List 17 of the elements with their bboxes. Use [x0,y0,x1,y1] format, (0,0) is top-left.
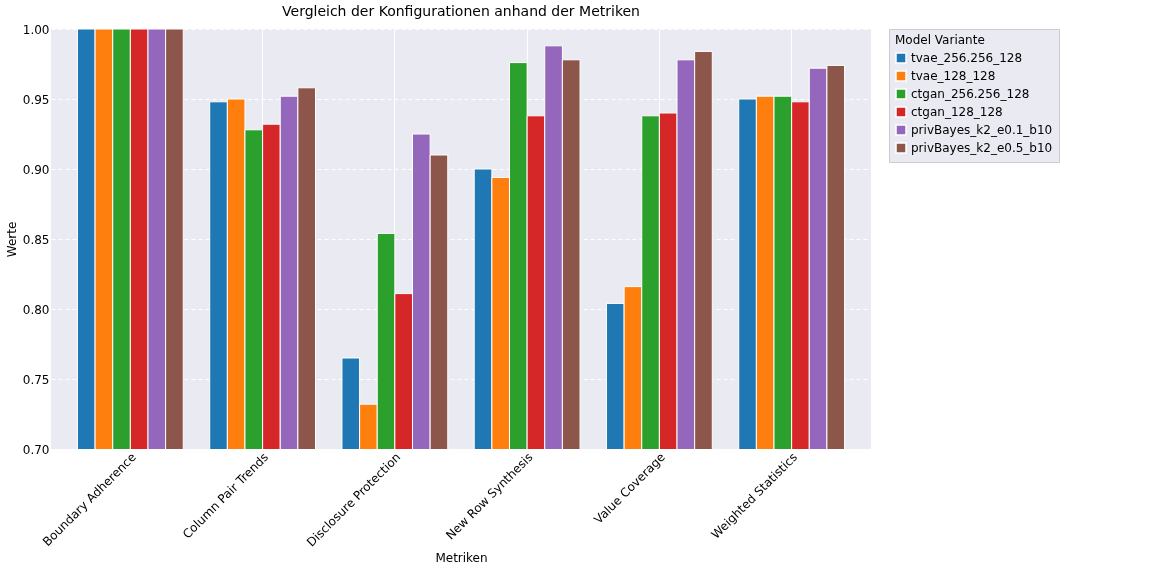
y-tick-label: 0.95 [22,92,50,107]
y-tick-label: 0.85 [22,232,50,247]
legend-title: Model Variante [895,33,985,47]
chart-title: Vergleich der Konfigurationen anhand der Metriken [282,3,640,19]
y-tick-label: 0.90 [22,162,50,177]
legend-label: tvae_128_128 [911,69,996,83]
legend-label: ctgan_128_128 [911,105,1003,119]
legend-label: privBayes_k2_e0.1_b10 [911,123,1053,137]
legend-label: ctgan_256.256_128 [911,87,1030,101]
y-tick-label: 0.80 [22,302,50,317]
legend-label: privBayes_k2_e0.5_b10 [911,141,1053,155]
y-tick-label: 1.00 [22,22,50,37]
y-tick-label: 0.75 [22,372,50,387]
x-axis-title: Metriken [435,550,488,565]
legend-label: tvae_256.256_128 [911,51,1023,65]
y-tick-label: 0.70 [22,442,50,457]
y-axis-title: Werte [4,221,19,258]
